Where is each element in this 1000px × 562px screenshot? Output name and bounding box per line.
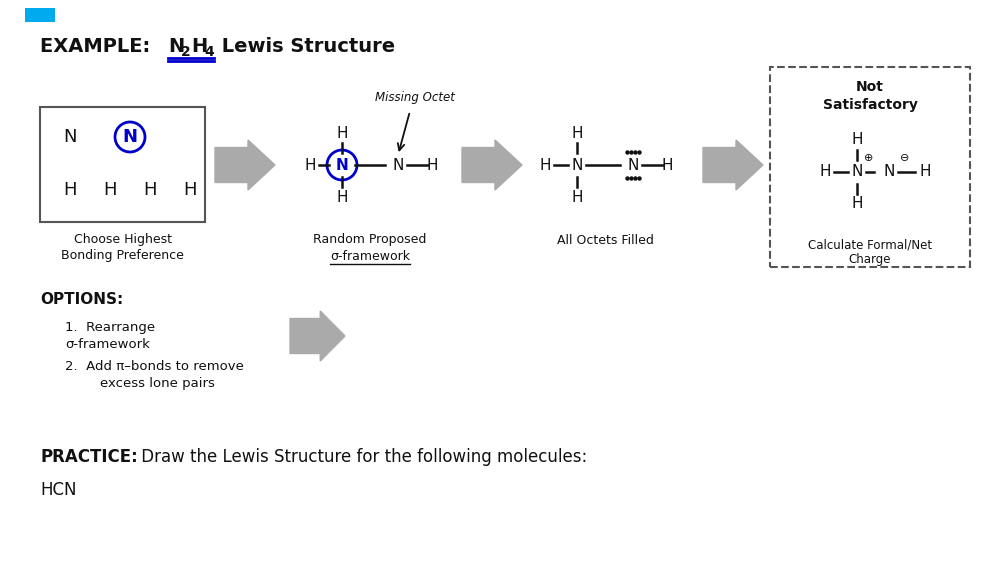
Text: Not: Not	[856, 80, 884, 94]
Text: ⊕: ⊕	[864, 153, 874, 163]
Text: Missing Octet: Missing Octet	[375, 90, 455, 103]
Text: EXAMPLE:: EXAMPLE:	[40, 38, 157, 57]
Text: Random Proposed: Random Proposed	[313, 233, 427, 247]
Text: Draw the Lewis Structure for the following molecules:: Draw the Lewis Structure for the followi…	[136, 448, 587, 466]
Text: H: H	[103, 181, 117, 199]
Text: N: N	[627, 157, 639, 173]
Text: σ-framework: σ-framework	[330, 251, 410, 264]
Text: H: H	[851, 133, 863, 147]
Text: Choose Highest: Choose Highest	[74, 233, 172, 247]
Text: Satisfactory: Satisfactory	[823, 98, 917, 112]
Text: N: N	[63, 128, 77, 146]
Text: N: N	[122, 128, 138, 146]
Text: N: N	[571, 157, 583, 173]
Polygon shape	[703, 140, 763, 190]
Text: H: H	[191, 38, 207, 57]
Text: H: H	[919, 165, 931, 179]
Text: 4: 4	[204, 45, 214, 59]
Text: H: H	[661, 157, 673, 173]
Text: 2.  Add π–bonds to remove: 2. Add π–bonds to remove	[65, 360, 244, 374]
Text: H: H	[571, 189, 583, 205]
Text: OPTIONS:: OPTIONS:	[40, 292, 123, 307]
Polygon shape	[215, 140, 275, 190]
Text: σ-framework: σ-framework	[65, 338, 150, 351]
Text: Bonding Preference: Bonding Preference	[61, 250, 184, 262]
Text: ⊖: ⊖	[900, 153, 910, 163]
Text: 1.  Rearrange: 1. Rearrange	[65, 320, 155, 333]
Text: N: N	[336, 157, 348, 173]
Text: Charge: Charge	[849, 252, 891, 265]
Text: excess lone pairs: excess lone pairs	[100, 378, 215, 391]
Text: H: H	[336, 125, 348, 140]
Text: N: N	[392, 157, 404, 173]
Text: Calculate Formal/Net: Calculate Formal/Net	[808, 238, 932, 252]
Text: H: H	[143, 181, 157, 199]
Text: H: H	[426, 157, 438, 173]
Text: N: N	[851, 165, 863, 179]
Text: H: H	[183, 181, 197, 199]
Text: HCN: HCN	[40, 481, 76, 499]
Text: H: H	[304, 157, 316, 173]
Text: H: H	[336, 189, 348, 205]
Bar	[25, 8, 55, 22]
Polygon shape	[462, 140, 522, 190]
Text: H: H	[851, 197, 863, 211]
Text: N: N	[883, 165, 895, 179]
Text: H: H	[571, 125, 583, 140]
Text: H: H	[63, 181, 77, 199]
Bar	[770, 67, 970, 267]
Text: All Octets Filled: All Octets Filled	[557, 233, 653, 247]
Polygon shape	[290, 311, 345, 361]
Text: 2: 2	[181, 45, 191, 59]
Text: PRACTICE:: PRACTICE:	[40, 448, 138, 466]
Text: H: H	[539, 157, 551, 173]
Text: Lewis Structure: Lewis Structure	[215, 38, 395, 57]
Text: H: H	[819, 165, 831, 179]
Text: N: N	[168, 38, 184, 57]
Bar	[40, 107, 205, 222]
